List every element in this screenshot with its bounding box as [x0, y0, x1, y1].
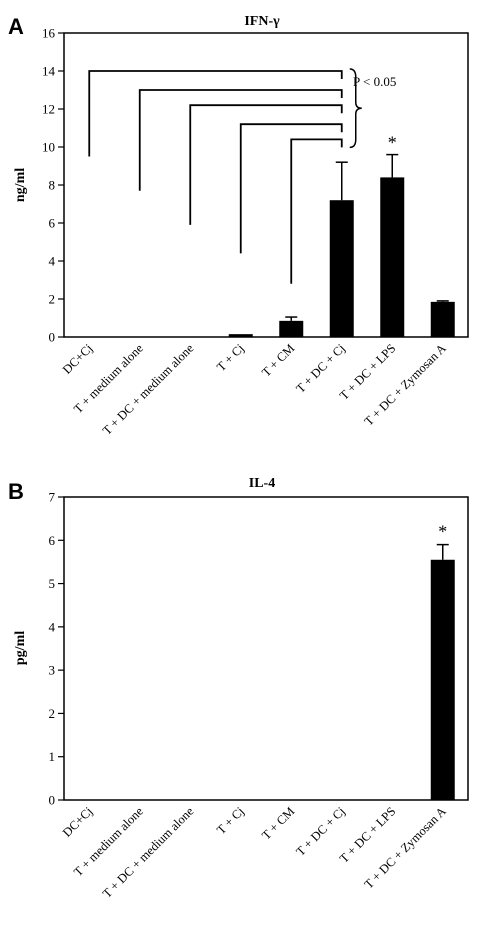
panel-b-y-axis-label: pg/ml: [13, 631, 28, 665]
y-tick-label: 16: [42, 26, 56, 41]
y-tick-label: 10: [42, 140, 55, 155]
y-tick-label: 0: [49, 793, 56, 808]
category-label: T + CM: [259, 804, 297, 842]
category-label: T + DC + medium alone: [100, 341, 197, 438]
category-label: T + DC + Cj: [293, 341, 348, 396]
panel-a-p-value: P < 0.05: [353, 74, 396, 89]
bar: [430, 559, 455, 800]
panel-b-y-ticks: 0 1 2 3 4 5 6 7: [49, 490, 64, 808]
panel-a-letter: A: [8, 14, 24, 39]
panel-a-bars: [228, 177, 455, 337]
y-tick-label: 4: [49, 254, 56, 269]
panel-a: A IFN-γ ng/ml 0 2 4 6 8 10 12 14 16 * P < 0.05 D…: [8, 14, 469, 438]
significance-bracket: [189, 104, 343, 225]
significance-bracket: [88, 70, 343, 157]
category-label: T + Cj: [214, 804, 247, 837]
y-tick-label: 1: [49, 749, 56, 764]
bar: [430, 301, 455, 337]
y-tick-label: 0: [49, 330, 56, 345]
bar: [380, 177, 405, 337]
significance-bracket: [239, 123, 343, 254]
panel-b-star-labels: *: [438, 522, 447, 542]
y-tick-label: 2: [49, 292, 56, 307]
category-label: DC+Cj: [60, 804, 96, 840]
panel-b-title: IL-4: [249, 476, 275, 491]
y-tick-label: 14: [42, 64, 56, 79]
curly-brace: [349, 68, 362, 149]
panel-a-plot-frame: [63, 32, 469, 338]
category-label: DC+Cj: [60, 341, 96, 377]
y-tick-label: 3: [49, 663, 56, 678]
panel-a-significance-brackets: [88, 68, 362, 284]
panel-b: B IL-4 pg/ml 0 1 2 3 4 5 6 7 * DC+CjT + medium …: [8, 476, 469, 901]
bar: [329, 200, 354, 337]
category-label: T + CM: [259, 341, 297, 379]
significance-star: *: [438, 522, 447, 542]
significance-bracket: [138, 89, 343, 191]
category-label: T + DC + medium alone: [100, 804, 197, 901]
panel-a-error-bars: [285, 153, 449, 321]
panel-b-error-bars: [436, 543, 449, 560]
panel-a-title: IFN-γ: [244, 14, 280, 29]
category-label: T + DC + Cj: [293, 804, 348, 859]
y-tick-label: 8: [49, 178, 56, 193]
y-tick-label: 4: [49, 619, 56, 634]
bar: [279, 320, 304, 337]
y-tick-label: 6: [49, 533, 56, 548]
panel-a-y-axis-label: ng/ml: [13, 168, 28, 202]
panel-b-plot-frame: [63, 496, 469, 801]
significance-bracket: [290, 138, 343, 284]
panel-b-letter: B: [8, 479, 24, 504]
category-label: T + Cj: [214, 341, 247, 374]
y-tick-label: 12: [42, 102, 55, 117]
y-tick-label: 2: [49, 706, 56, 721]
bar: [228, 334, 253, 337]
y-tick-label: 5: [49, 576, 56, 591]
panel-a-y-ticks: 0 2 4 6 8 10 12 14 16: [42, 26, 64, 345]
y-tick-label: 6: [49, 216, 56, 231]
panel-b-bars: [430, 559, 455, 800]
y-tick-label: 7: [49, 490, 56, 505]
panel-a-star-label: *: [388, 133, 397, 153]
